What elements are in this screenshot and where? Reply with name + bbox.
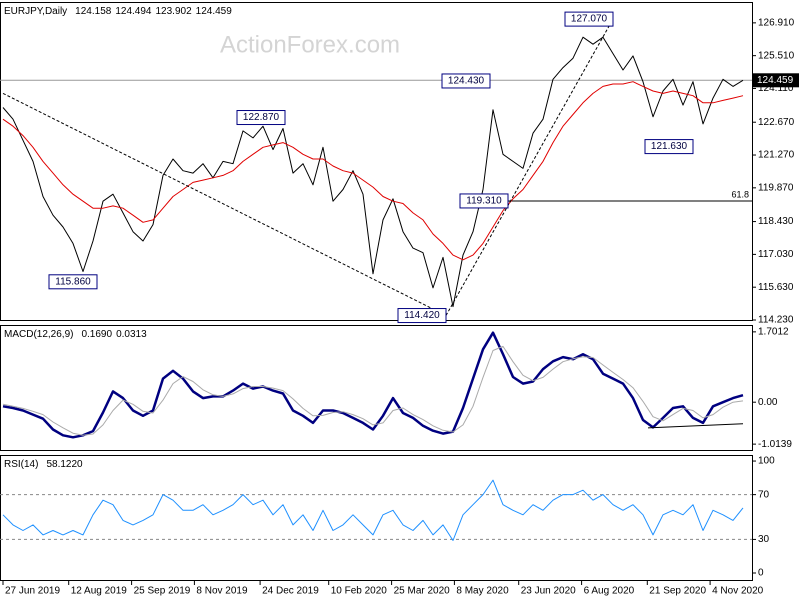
x-tick-label: 23 Jun 2020 [521,586,576,597]
series-line [2,331,744,439]
annotation-label: 127.070 [571,14,608,25]
y-tick-label: 0.00 [758,397,778,408]
title: MACD(12,26,9) [4,329,73,340]
trendline [647,423,744,429]
y-tick-label: -1.0139 [758,439,792,450]
readout-value: 58.1220 [46,459,83,470]
last-price-box [753,73,799,88]
readout-value: 0.0313 [116,329,147,340]
watermark: ActionForex.com [220,31,400,58]
title: RSI(14) [4,459,38,470]
annotation-box [564,11,614,27]
annotation-box [236,110,286,126]
series-line [2,479,744,541]
annotation-label: 124.430 [448,76,485,87]
y-tick-label: 118.430 [758,216,794,227]
readout-value: 0.1690 [81,329,112,340]
title: EURJPY,Daily [4,6,67,17]
annotation-label: 122.870 [243,112,280,123]
annotation-box [459,193,509,209]
series-line [2,36,744,308]
y-tick-label: 1.7012 [758,326,789,337]
last-price-label: 124.459 [757,75,794,86]
series-line [2,345,744,436]
x-tick-label: 27 Jun 2019 [5,586,60,597]
annotation-label: 114.420 [404,310,440,321]
y-tick-label: 117.030 [758,249,794,260]
panel-title: RSI(14) 58.1220 [4,459,83,470]
y-tick-label: 30 [758,534,770,545]
y-tick-label: 122.670 [758,117,795,128]
readout-value: 124.459 [196,6,233,17]
trendline [445,18,614,316]
annotation-box [441,73,491,89]
x-tick-label: 25 Mar 2020 [394,586,451,597]
y-tick-label: 124.110 [758,83,794,94]
x-tick-label: 24 Dec 2019 [262,586,319,597]
readout-value: 124.494 [115,6,152,17]
x-tick-label: 21 Sep 2020 [649,586,706,597]
annotation-box [48,274,98,290]
x-tick-label: 25 Sep 2019 [134,586,191,597]
y-tick-label: 114.230 [758,315,794,326]
fib-label: 61.8 [731,189,749,199]
x-tick-label: 8 May 2020 [456,586,509,597]
y-tick-label: 126.910 [758,17,795,28]
x-tick-label: 4 Nov 2020 [712,586,764,597]
y-tick-label: 70 [758,489,770,500]
annotation-label: 119.310 [466,196,502,207]
y-tick-label: 121.270 [758,150,795,161]
readout-value: 124.158 [75,6,112,17]
panel-frame [0,455,753,581]
panel-frame [0,2,753,321]
annotation-label: 115.860 [55,276,91,287]
trendline [2,92,447,316]
y-tick-label: 100 [758,456,775,467]
panel-title: MACD(12,26,9) 0.1690 0.0313 [4,329,147,340]
y-tick-label: 0 [758,568,764,579]
annotation-box [397,308,447,324]
x-tick-label: 8 Nov 2019 [196,586,248,597]
annotation-label: 121.630 [651,141,688,152]
y-tick-label: 115.630 [758,282,794,293]
annotation-box [644,139,694,155]
y-tick-label: 125.510 [758,50,795,61]
panel-frame [0,325,753,451]
x-tick-label: 10 Feb 2020 [331,586,388,597]
readout-value: 123.902 [155,6,192,17]
series-line [2,81,744,261]
x-tick-label: 6 Aug 2020 [584,586,635,597]
panel-title: EURJPY,Daily 124.158 124.494 123.902 124.459 [4,6,232,17]
y-tick-label: 119.870 [758,182,794,193]
x-tick-label: 12 Aug 2019 [71,586,128,597]
